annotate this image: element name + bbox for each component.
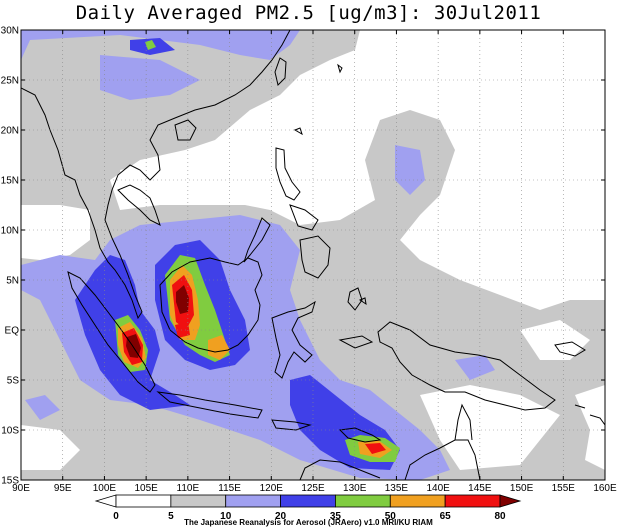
lon-tick-label: 90E xyxy=(12,483,30,494)
coastline-islet xyxy=(337,63,343,74)
field-lightblue-region xyxy=(25,395,60,420)
grid-lines xyxy=(21,30,605,480)
lat-tick-label: 20N xyxy=(1,126,19,137)
colorbar-level-label: 50 xyxy=(385,511,397,522)
colorbar-box xyxy=(280,494,336,508)
lat-tick-label: 10S xyxy=(1,426,19,437)
coastline-halmahera xyxy=(347,287,363,311)
colorbar-level-label: 5 xyxy=(168,511,174,522)
coastline-newbritain xyxy=(554,341,586,357)
credit-text: The Japanese Reanalysis for Aerosol (JRA… xyxy=(184,518,433,527)
coastline-inner xyxy=(117,184,161,226)
coastline-newguinea xyxy=(377,321,556,411)
colorbar-box xyxy=(225,494,281,508)
pm25-field xyxy=(21,30,605,480)
lon-tick-label: 115E xyxy=(218,483,241,494)
coastlines xyxy=(21,30,605,480)
colorbar-box xyxy=(335,494,391,508)
lon-tick-label: 155E xyxy=(552,483,576,494)
colorbar-box xyxy=(170,494,227,508)
lon-tick-label: 150E xyxy=(510,483,534,494)
coastline-solomon xyxy=(574,404,605,426)
field-darkred-region xyxy=(126,334,141,358)
lon-tick-label: 135E xyxy=(385,483,409,494)
coastline-seram xyxy=(338,335,374,349)
lat-tick-label: 10N xyxy=(1,226,19,237)
lon-axis-labels: 90E 95E 100E 105E 110E 115E 120E 125E 130E 135E 14… xyxy=(12,483,617,494)
field-orange-region xyxy=(208,335,230,360)
field-white-region xyxy=(110,30,605,310)
colorbar-box xyxy=(115,494,172,508)
field-lightblue-region xyxy=(21,30,300,60)
colorbar-tip-high xyxy=(499,494,522,508)
field-white-region xyxy=(21,205,90,260)
coastline-sumatra xyxy=(67,271,156,393)
lat-axis-labels: 30N 25N 20N 15N 10N 5N EQ 5S 10S 15S xyxy=(1,26,20,487)
colorbar-labels: 0 5 10 20 35 50 65 80 xyxy=(113,511,506,522)
lon-tick-label: 125E xyxy=(301,483,325,494)
coastline-borneo xyxy=(159,257,263,353)
colorbar-tip-low xyxy=(94,494,117,508)
colorbar-box xyxy=(444,494,501,508)
field-lightblue-region xyxy=(395,145,425,195)
coastline-palawan xyxy=(243,217,271,263)
colorbar-box xyxy=(389,494,446,508)
lat-tick-label: 5S xyxy=(7,376,20,387)
lon-tick-label: 105E xyxy=(134,483,158,494)
field-white-region xyxy=(120,165,160,195)
field-red-region xyxy=(365,443,386,454)
lon-tick-label: 140E xyxy=(426,483,450,494)
lat-tick-label: 15S xyxy=(1,476,19,487)
coastline-flores xyxy=(271,419,312,431)
colorbar-level-label: 0 xyxy=(113,511,119,522)
coastline-mindanao xyxy=(299,235,331,279)
coastline-hainan xyxy=(174,119,197,141)
field-lightblue-region xyxy=(100,55,200,100)
lat-tick-label: 15N xyxy=(1,176,19,187)
lon-tick-label: 110E xyxy=(177,483,200,494)
coastline-taiwan xyxy=(274,57,287,86)
field-green-region xyxy=(145,40,156,50)
lat-tick-label: 5N xyxy=(6,276,19,287)
field-darkred-region xyxy=(176,285,189,314)
lon-tick-label: 130E xyxy=(343,483,367,494)
field-white-region xyxy=(575,385,605,470)
lon-tick-label: 100E xyxy=(93,483,117,494)
field-red-region xyxy=(175,322,190,338)
lon-tick-label: 95E xyxy=(54,483,72,494)
colorbar xyxy=(94,494,522,508)
field-white-region xyxy=(420,385,560,470)
coastline-islet xyxy=(293,127,303,136)
lon-tick-label: 160E xyxy=(593,483,617,494)
field-white-region xyxy=(21,425,80,470)
lat-tick-label: 25N xyxy=(1,76,19,87)
colorbar-level-label: 35 xyxy=(330,511,342,522)
map-title: Daily Averaged PM2.5 [ug/m3]: 30Jul2011 xyxy=(75,2,542,24)
lat-tick-label: EQ xyxy=(5,326,20,337)
coastline-australia xyxy=(299,403,481,480)
lon-tick-label: 145E xyxy=(468,483,492,494)
axis-ticks xyxy=(20,29,606,481)
colorbar-level-label: 10 xyxy=(220,511,232,522)
colorbar-level-label: 65 xyxy=(440,511,452,522)
coastline-visayas xyxy=(289,204,319,231)
colorbar-level-label: 20 xyxy=(275,511,287,522)
coastline-java xyxy=(156,391,263,419)
coastline-luzon xyxy=(275,147,301,201)
colorbar-level-label: 80 xyxy=(494,511,506,522)
coastline-islet xyxy=(358,297,367,306)
lon-tick-label: 120E xyxy=(260,483,284,494)
coastline-mainland xyxy=(21,30,291,320)
lat-tick-label: 30N xyxy=(1,26,19,37)
coastline-timor xyxy=(338,427,382,443)
coastline-sulawesi xyxy=(271,300,316,379)
field-lightblue-region xyxy=(455,355,495,380)
